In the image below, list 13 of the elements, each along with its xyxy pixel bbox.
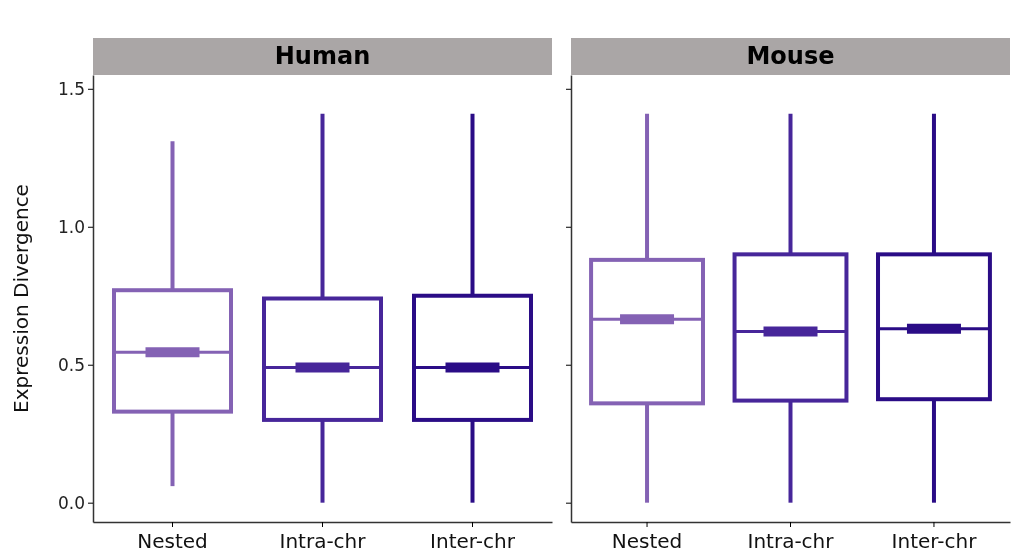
x-tick-label: Intra-chr	[279, 529, 367, 553]
x-tick-label: Inter-chr	[891, 529, 978, 553]
x-tick-label: Nested	[137, 529, 208, 553]
y-tick-label: 1.0	[57, 216, 85, 237]
chart-title: Human	[274, 42, 371, 70]
y-tick-label: 0.0	[57, 492, 85, 513]
y-tick-label: 1.5	[57, 78, 85, 99]
x-tick-label: Inter-chr	[430, 529, 516, 553]
y-tick-label: 0.5	[57, 354, 85, 375]
x-tick-label: Intra-chr	[747, 529, 835, 553]
chart-title: Mouse	[746, 42, 835, 70]
x-tick-label: Nested	[611, 529, 683, 553]
y-axis-title: Expression Divergence	[9, 184, 33, 413]
